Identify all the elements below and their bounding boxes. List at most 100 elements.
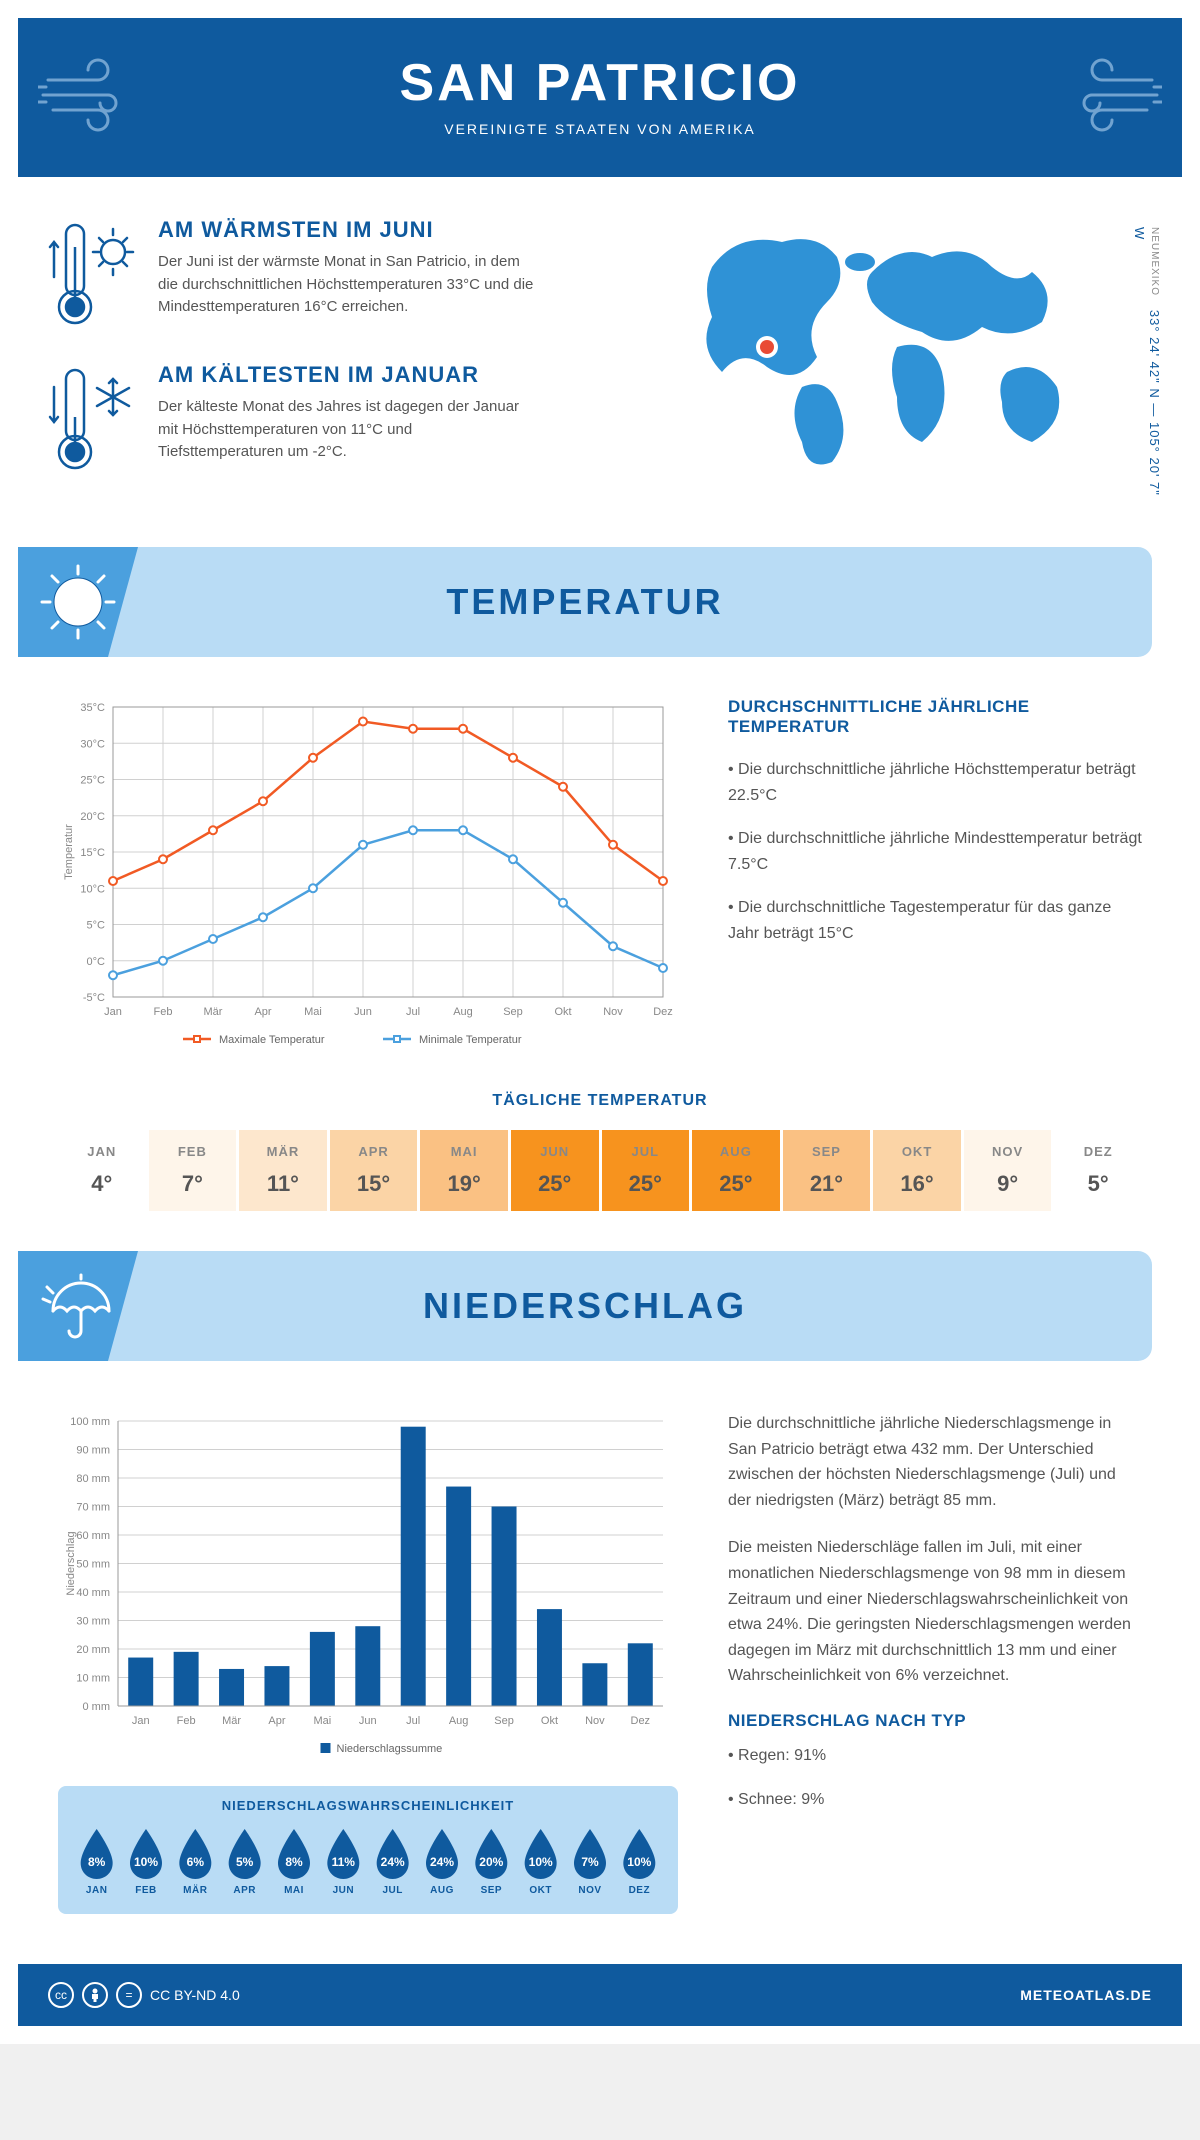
daily-temp-cell: APR15°: [330, 1130, 418, 1211]
precip-section-header: NIEDERSCHLAG: [18, 1251, 1152, 1361]
probability-title: NIEDERSCHLAGSWAHRSCHEINLICHKEIT: [73, 1798, 663, 1813]
svg-text:Apr: Apr: [268, 1715, 285, 1727]
probability-drop: 24%AUG: [418, 1827, 465, 1896]
svg-text:Temperatur: Temperatur: [63, 824, 75, 880]
svg-text:-5°C: -5°C: [83, 992, 105, 1004]
svg-text:50 mm: 50 mm: [76, 1559, 110, 1571]
svg-text:Feb: Feb: [154, 1006, 173, 1018]
svg-text:Jun: Jun: [354, 1006, 372, 1018]
svg-text:Aug: Aug: [449, 1715, 469, 1727]
daily-temp-cell: NOV9°: [964, 1130, 1052, 1211]
svg-text:80 mm: 80 mm: [76, 1473, 110, 1485]
by-icon: [82, 1982, 108, 2008]
svg-text:Dez: Dez: [653, 1006, 673, 1018]
cc-icon: cc: [48, 1982, 74, 2008]
nd-icon: =: [116, 1982, 142, 2008]
precip-para: Die meisten Niederschläge fallen im Juli…: [728, 1535, 1142, 1689]
svg-text:15°C: 15°C: [80, 847, 105, 859]
umbrella-icon: [41, 1269, 116, 1344]
probability-drop: 6%MÄR: [172, 1827, 219, 1896]
svg-text:35°C: 35°C: [80, 702, 105, 714]
region-label: NEUMEXIKO: [1149, 227, 1160, 296]
svg-text:30°C: 30°C: [80, 738, 105, 750]
svg-text:Niederschlagssumme: Niederschlagssumme: [337, 1743, 443, 1755]
precip-para: Die durchschnittliche jährliche Niedersc…: [728, 1411, 1142, 1513]
warmest-text: Der Juni ist der wärmste Monat in San Pa…: [158, 251, 538, 319]
svg-text:70 mm: 70 mm: [76, 1502, 110, 1514]
svg-text:20°C: 20°C: [80, 811, 105, 823]
svg-text:Okt: Okt: [554, 1006, 571, 1018]
svg-text:40 mm: 40 mm: [76, 1587, 110, 1599]
daily-temp-cell: JUN25°: [511, 1130, 599, 1211]
svg-text:20 mm: 20 mm: [76, 1644, 110, 1656]
svg-text:10°C: 10°C: [80, 883, 105, 895]
svg-text:Mai: Mai: [314, 1715, 332, 1727]
daily-temp-cell: FEB7°: [149, 1130, 237, 1211]
svg-text:10 mm: 10 mm: [76, 1673, 110, 1685]
svg-text:Mär: Mär: [222, 1715, 241, 1727]
svg-text:60 mm: 60 mm: [76, 1530, 110, 1542]
site-name: METEOATLAS.DE: [1020, 1987, 1152, 2003]
probability-drop: 7%NOV: [566, 1827, 613, 1896]
temp-bullet: • Die durchschnittliche Tagestemperatur …: [728, 895, 1142, 946]
daily-temp-title: TÄGLICHE TEMPERATUR: [58, 1092, 1142, 1110]
sun-icon: [38, 562, 118, 642]
svg-text:Mai: Mai: [304, 1006, 322, 1018]
svg-text:Mär: Mär: [204, 1006, 223, 1018]
svg-text:Jun: Jun: [359, 1715, 377, 1727]
probability-drop: 8%MAI: [270, 1827, 317, 1896]
temperature-line-chart: -5°C0°C5°C10°C15°C20°C25°C30°C35°CJanFeb…: [58, 697, 678, 1057]
precip-type-bullet: • Schnee: 9%: [728, 1787, 1142, 1813]
svg-text:Maximale Temperatur: Maximale Temperatur: [219, 1034, 325, 1046]
wind-icon: [1052, 55, 1162, 135]
temperature-section-header: TEMPERATUR: [18, 547, 1152, 657]
wind-icon: [38, 55, 148, 135]
svg-text:Jul: Jul: [406, 1006, 420, 1018]
probability-box: NIEDERSCHLAGSWAHRSCHEINLICHKEIT 8%JAN10%…: [58, 1786, 678, 1914]
probability-drop: 5%APR: [221, 1827, 268, 1896]
daily-temp-cell: AUG25°: [692, 1130, 780, 1211]
temperature-info: DURCHSCHNITTLICHE JÄHRLICHE TEMPERATUR •…: [728, 697, 1142, 1062]
svg-text:5°C: 5°C: [87, 920, 106, 932]
svg-text:Nov: Nov: [585, 1715, 605, 1727]
precip-title: NIEDERSCHLAG: [423, 1285, 747, 1327]
svg-text:Minimale Temperatur: Minimale Temperatur: [419, 1034, 522, 1046]
world-map-icon: [672, 217, 1112, 477]
temp-bullet: • Die durchschnittliche jährliche Höchst…: [728, 757, 1142, 808]
coordinates: NEUMEXIKO 33° 24' 42" N — 105° 20' 7" W: [1132, 227, 1162, 507]
coldest-fact: AM KÄLTESTEN IM JANUAR Der kälteste Mona…: [48, 362, 632, 472]
thermometer-snow-icon: [48, 362, 138, 472]
page-subtitle: VEREINIGTE STAATEN VON AMERIKA: [148, 121, 1052, 137]
daily-temp-cell: JAN4°: [58, 1130, 146, 1211]
probability-drop: 11%JUN: [320, 1827, 367, 1896]
header: SAN PATRICIO VEREINIGTE STAATEN VON AMER…: [18, 18, 1182, 177]
svg-text:Niederschlag: Niederschlag: [65, 1531, 77, 1595]
svg-text:90 mm: 90 mm: [76, 1445, 110, 1457]
svg-text:0 mm: 0 mm: [83, 1701, 111, 1713]
temperature-title: TEMPERATUR: [446, 581, 723, 623]
daily-temp-cell: JUL25°: [602, 1130, 690, 1211]
temp-bullet: • Die durchschnittliche jährliche Mindes…: [728, 826, 1142, 877]
probability-drop: 10%FEB: [122, 1827, 169, 1896]
svg-text:Jan: Jan: [132, 1715, 150, 1727]
svg-text:30 mm: 30 mm: [76, 1616, 110, 1628]
page-title: SAN PATRICIO: [148, 53, 1052, 113]
svg-text:Aug: Aug: [453, 1006, 473, 1018]
footer: cc = CC BY-ND 4.0 METEOATLAS.DE: [18, 1964, 1182, 2026]
svg-text:Sep: Sep: [494, 1715, 514, 1727]
probability-drop: 10%DEZ: [616, 1827, 663, 1896]
daily-temp-cell: DEZ5°: [1054, 1130, 1142, 1211]
license-text: CC BY-ND 4.0: [150, 1987, 240, 2003]
license-badges: cc = CC BY-ND 4.0: [48, 1982, 240, 2008]
svg-text:Sep: Sep: [503, 1006, 523, 1018]
daily-temp-cell: MAI19°: [420, 1130, 508, 1211]
warmest-fact: AM WÄRMSTEN IM JUNI Der Juni ist der wär…: [48, 217, 632, 327]
warmest-title: AM WÄRMSTEN IM JUNI: [158, 217, 538, 243]
probability-drop: 24%JUL: [369, 1827, 416, 1896]
svg-text:Jul: Jul: [406, 1715, 420, 1727]
daily-temp-cell: OKT16°: [873, 1130, 961, 1211]
daily-temp-grid: JAN4°FEB7°MÄR11°APR15°MAI19°JUN25°JUL25°…: [58, 1130, 1142, 1211]
svg-text:Feb: Feb: [177, 1715, 196, 1727]
precip-type-bullet: • Regen: 91%: [728, 1743, 1142, 1769]
svg-text:Nov: Nov: [603, 1006, 623, 1018]
